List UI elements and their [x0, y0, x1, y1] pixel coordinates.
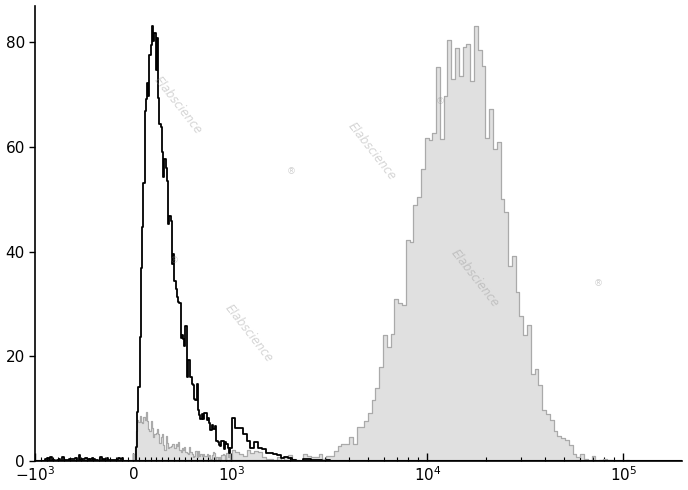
Text: Elabscience: Elabscience [151, 74, 204, 137]
Text: Elabscience: Elabscience [222, 302, 275, 365]
Text: ®: ® [286, 167, 295, 176]
Text: ®: ® [436, 97, 444, 106]
Text: Elabscience: Elabscience [449, 247, 502, 310]
Text: Elabscience: Elabscience [345, 120, 398, 183]
Text: ®: ® [170, 256, 179, 265]
Text: ®: ® [594, 279, 603, 288]
